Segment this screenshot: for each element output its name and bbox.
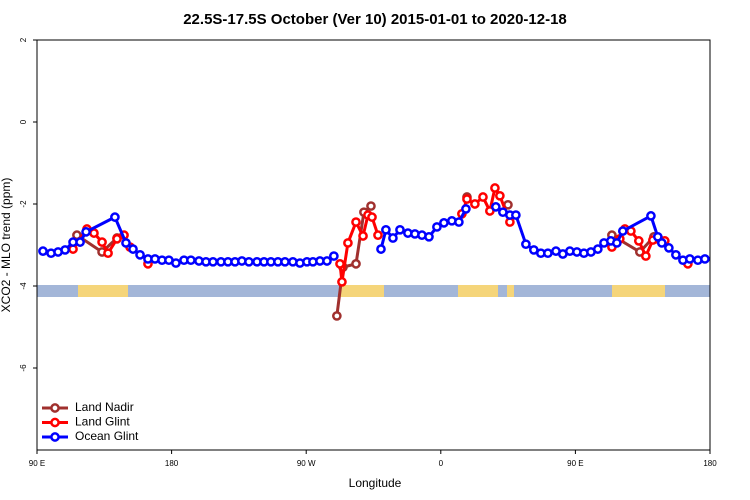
legend-label: Ocean Glint: [75, 429, 139, 443]
point: [38, 246, 48, 256]
plot-frame: [36, 39, 711, 451]
point: [521, 239, 531, 250]
point: [186, 255, 196, 266]
legend-label: Land Glint: [75, 415, 130, 429]
legend-marker: [50, 432, 60, 442]
x-tick-label: 180: [165, 459, 179, 468]
point: [454, 217, 464, 227]
point: [633, 236, 644, 246]
point: [280, 256, 290, 267]
point: [511, 210, 521, 220]
point: [656, 238, 667, 248]
point: [81, 227, 91, 237]
point: [671, 249, 681, 260]
point: [322, 256, 332, 266]
x-tick-label: 180: [703, 459, 717, 468]
point: [684, 254, 695, 264]
point: [640, 251, 651, 261]
point: [462, 194, 472, 204]
point: [432, 222, 442, 232]
point: [490, 183, 500, 193]
point: [171, 258, 181, 268]
point: [121, 238, 131, 248]
point: [470, 199, 480, 209]
x-tick-label: 90 W: [297, 459, 316, 468]
x-tick-label: 0: [439, 459, 444, 468]
point: [592, 244, 603, 254]
y-axis-label: XCO2 - MLO trend (ppm): [0, 178, 13, 313]
point: [208, 256, 218, 267]
legend-marker: [50, 403, 60, 413]
y-tick-label: -6: [19, 364, 28, 372]
point: [424, 231, 434, 242]
point: [664, 243, 674, 253]
point: [490, 202, 501, 212]
point: [617, 226, 628, 236]
point: [366, 201, 376, 211]
point: [337, 277, 347, 287]
point: [351, 259, 361, 269]
point: [700, 254, 710, 264]
point: [112, 234, 122, 244]
point: [395, 224, 405, 235]
point: [373, 230, 383, 241]
point: [611, 238, 622, 248]
point: [461, 204, 471, 214]
point: [343, 238, 353, 248]
x-tick-label: 90 E: [29, 459, 45, 468]
land-mask-strip: [37, 285, 710, 297]
point: [478, 192, 488, 202]
point: [439, 218, 449, 228]
point: [388, 233, 398, 243]
point: [495, 190, 505, 201]
point: [367, 212, 377, 222]
point: [244, 256, 254, 267]
y-tick-label: 2: [19, 37, 28, 42]
point: [75, 237, 85, 247]
y-tick-label: -2: [19, 200, 28, 208]
legend-label: Land Nadir: [75, 400, 134, 414]
y-tick-label: -4: [19, 282, 28, 290]
point: [135, 249, 145, 260]
point: [103, 248, 113, 259]
chart-title: 22.5S-17.5S October (Ver 10) 2015-01-01 …: [183, 11, 567, 28]
point: [329, 251, 339, 261]
point: [543, 248, 553, 259]
legend-marker: [50, 417, 60, 428]
point: [351, 217, 361, 227]
point: [335, 259, 345, 269]
point: [376, 244, 386, 254]
point: [128, 244, 138, 254]
x-axis-label: Longitude: [349, 476, 402, 490]
point: [381, 224, 391, 235]
x-tick-label: 90 E: [567, 459, 583, 468]
point: [358, 231, 368, 241]
point: [646, 211, 656, 221]
point: [60, 245, 70, 255]
point: [332, 311, 342, 321]
y-tick-label: 0: [19, 119, 28, 124]
point: [503, 199, 513, 210]
point: [97, 237, 107, 247]
point: [110, 212, 120, 222]
